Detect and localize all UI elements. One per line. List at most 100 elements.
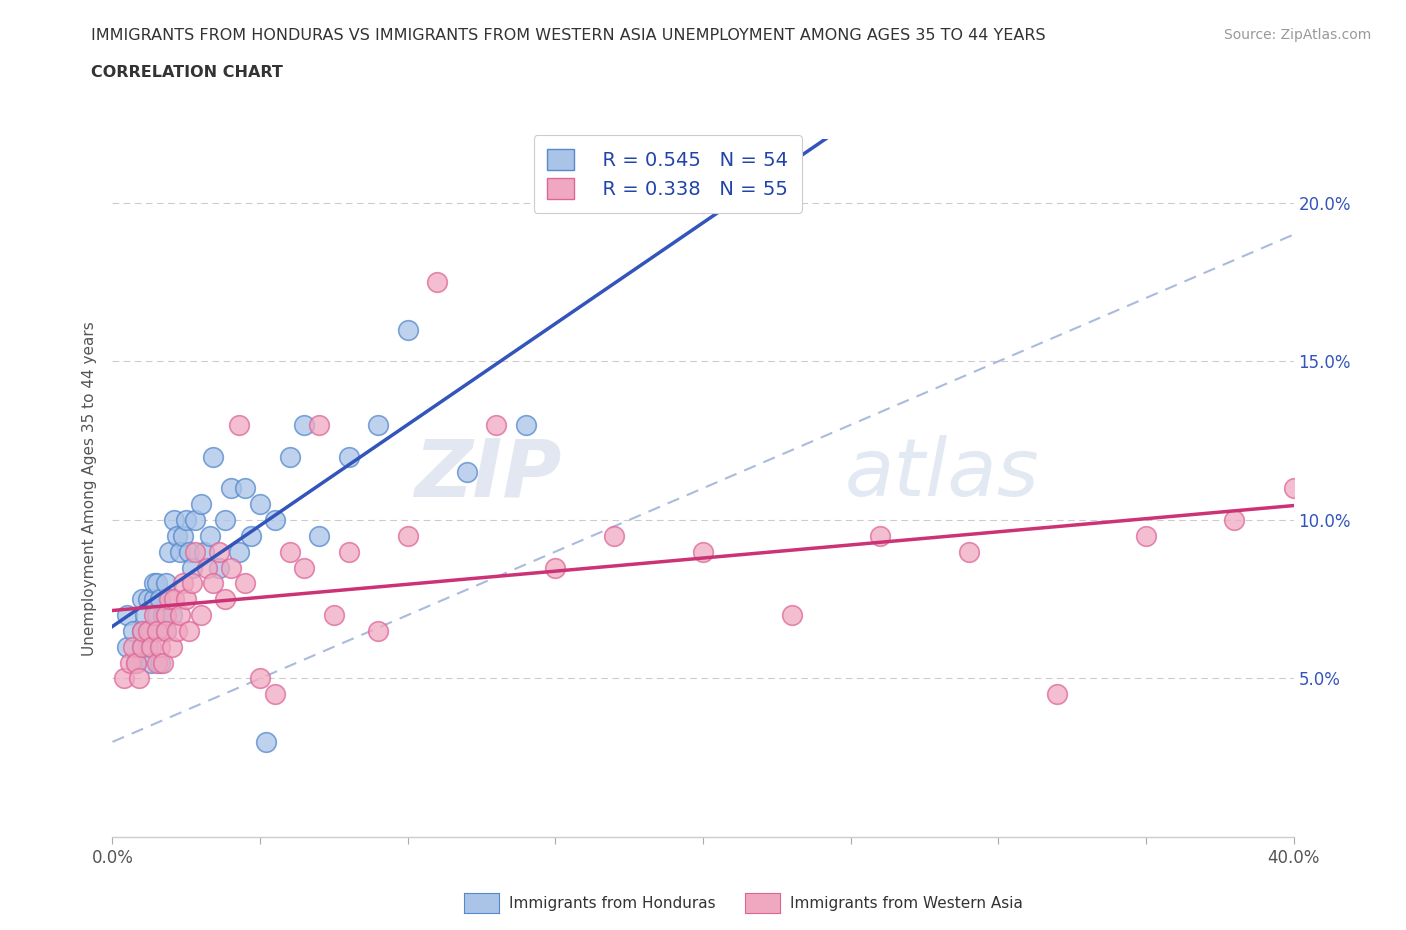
Point (208, 560, 231, 575)
Point (179, 544, 201, 559)
Point (157, 591, 180, 606)
Point (233, 481, 256, 496)
Point (160, 639, 183, 654)
Point (142, 576, 165, 591)
Point (169, 607, 191, 622)
Point (152, 607, 174, 622)
Point (240, 528, 263, 543)
Point (184, 544, 207, 559)
Point (146, 607, 169, 622)
Point (146, 655, 169, 670)
Point (157, 544, 180, 559)
Point (155, 576, 177, 591)
Point (278, 449, 301, 464)
Point (1282, 481, 1305, 496)
Point (957, 544, 980, 559)
Point (1135, 528, 1157, 543)
Point (249, 671, 271, 686)
Point (131, 623, 153, 638)
Point (228, 544, 250, 559)
Point (125, 655, 148, 670)
Point (142, 591, 165, 606)
Point (120, 655, 142, 670)
Point (396, 528, 419, 543)
Point (155, 623, 177, 638)
Legend:   R = 0.545   N = 54,   R = 0.338   N = 55: R = 0.545 N = 54, R = 0.338 N = 55 (533, 135, 801, 213)
Point (174, 512, 197, 527)
Point (201, 576, 224, 591)
Point (780, 607, 803, 622)
Point (139, 655, 162, 670)
Point (181, 576, 204, 591)
Point (122, 639, 145, 654)
Point (125, 655, 148, 670)
Point (264, 687, 287, 702)
Text: Immigrants from Honduras: Immigrants from Honduras (509, 897, 716, 911)
Point (201, 449, 224, 464)
Point (367, 623, 389, 638)
Point (219, 481, 242, 496)
Text: Source: ZipAtlas.com: Source: ZipAtlas.com (1223, 28, 1371, 42)
Point (323, 607, 346, 622)
Point (172, 576, 194, 591)
Point (254, 735, 277, 750)
Point (190, 607, 212, 622)
Point (155, 607, 177, 622)
Point (367, 418, 389, 432)
Point (228, 418, 250, 432)
Point (233, 576, 256, 591)
Point (292, 560, 315, 575)
Point (208, 544, 231, 559)
Point (146, 623, 169, 638)
Point (149, 639, 172, 654)
Point (172, 528, 194, 543)
Point (139, 639, 162, 654)
Point (160, 607, 183, 622)
Point (179, 623, 201, 638)
Point (195, 560, 218, 575)
Point (174, 591, 197, 606)
Y-axis label: Unemployment Among Ages 35 to 44 years: Unemployment Among Ages 35 to 44 years (82, 321, 97, 656)
Point (131, 639, 153, 654)
Point (214, 512, 236, 527)
Point (136, 591, 159, 606)
Text: CORRELATION CHART: CORRELATION CHART (91, 65, 283, 80)
Point (117, 639, 138, 654)
Point (134, 607, 156, 622)
Point (149, 591, 172, 606)
Point (122, 623, 145, 638)
Point (142, 607, 165, 622)
Point (184, 512, 207, 527)
Text: ZIP: ZIP (413, 435, 561, 513)
Point (337, 544, 360, 559)
Point (869, 528, 891, 543)
Point (169, 544, 191, 559)
Point (308, 528, 330, 543)
Point (337, 449, 360, 464)
Point (193, 544, 215, 559)
Point (198, 528, 221, 543)
Point (128, 671, 150, 686)
Point (264, 512, 287, 527)
Point (163, 591, 186, 606)
Point (692, 195, 714, 210)
Point (219, 560, 242, 575)
Point (426, 274, 449, 289)
Point (146, 623, 169, 638)
Point (139, 623, 162, 638)
Point (396, 323, 419, 338)
Point (117, 607, 138, 622)
Point (515, 418, 537, 432)
Text: Immigrants from Western Asia: Immigrants from Western Asia (790, 897, 1024, 911)
Point (1046, 687, 1069, 702)
Point (485, 418, 508, 432)
Point (152, 655, 174, 670)
Text: atlas: atlas (845, 435, 1039, 513)
Point (308, 418, 330, 432)
Point (249, 497, 271, 512)
Point (136, 623, 159, 638)
Point (456, 465, 478, 480)
Point (278, 544, 301, 559)
Point (190, 497, 212, 512)
Point (149, 655, 172, 670)
